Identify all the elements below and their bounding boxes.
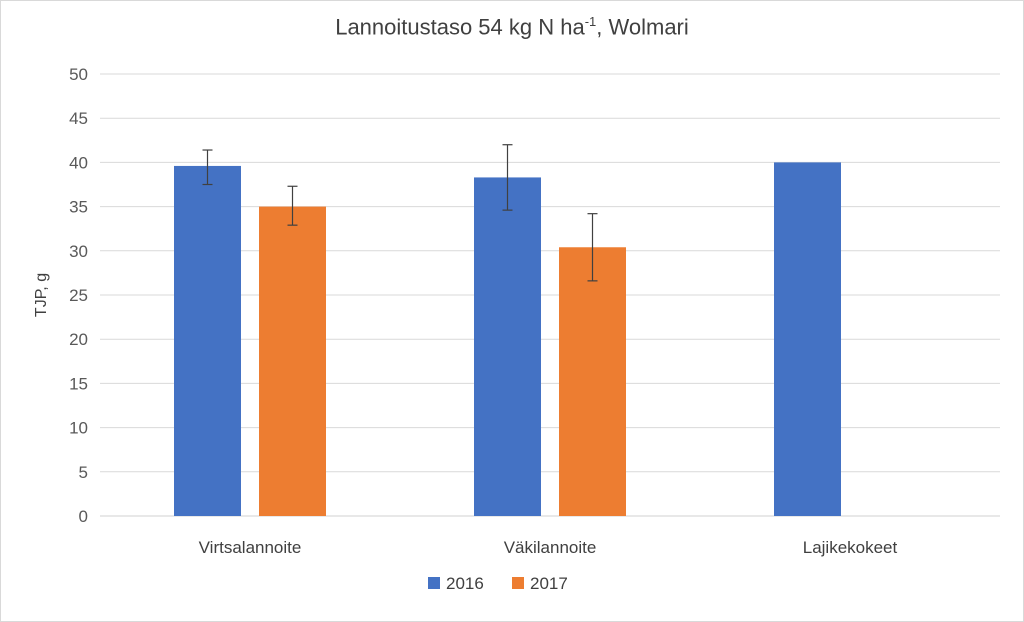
bar-2016 bbox=[174, 165, 241, 516]
y-tick-label: 35 bbox=[69, 198, 88, 217]
error-bar-2017 bbox=[587, 213, 598, 282]
legend-item-2016: 2016 bbox=[428, 574, 484, 593]
chart-title: Lannoitustaso 54 kg N ha-1, Wolmari bbox=[0, 14, 1024, 40]
y-tick-label: 50 bbox=[69, 65, 88, 84]
y-tick-label: 20 bbox=[69, 330, 88, 349]
bars bbox=[174, 162, 841, 517]
bar-2017 bbox=[559, 247, 626, 516]
chart-title-main: Lannoitustaso 54 kg N ha bbox=[335, 14, 585, 40]
y-tick-label: 15 bbox=[69, 374, 88, 393]
x-category-label: Väkilannoite bbox=[504, 538, 597, 557]
legend-label: 2017 bbox=[530, 574, 568, 593]
y-tick-label: 40 bbox=[69, 153, 88, 172]
y-tick-label: 10 bbox=[69, 419, 88, 438]
y-tick-label: 5 bbox=[79, 463, 88, 482]
y-tick-label: 25 bbox=[69, 286, 88, 305]
bar-2017 bbox=[259, 206, 326, 516]
y-axis-ticks: 0 5 10 15 20 25 30 35 40 45 50 bbox=[69, 65, 88, 526]
y-tick-label: 45 bbox=[69, 109, 88, 128]
chart-title-suffix: , Wolmari bbox=[596, 14, 689, 40]
legend-item-2017: 2017 bbox=[512, 574, 568, 593]
legend-label: 2016 bbox=[446, 574, 484, 593]
x-axis-categories: Virtsalannoite Väkilannoite Lajikekokeet bbox=[199, 538, 898, 557]
x-category-label: Lajikekokeet bbox=[803, 538, 898, 557]
x-category-label: Virtsalannoite bbox=[199, 538, 302, 557]
bar-2016 bbox=[474, 177, 541, 517]
legend-swatch bbox=[512, 577, 524, 589]
error-bar-2016 bbox=[502, 144, 513, 211]
y-tick-label: 30 bbox=[69, 242, 88, 261]
chart-title-superscript: -1 bbox=[584, 14, 597, 29]
gridlines bbox=[100, 73, 1000, 517]
bar-2016 bbox=[774, 162, 841, 516]
y-tick-label: 0 bbox=[79, 507, 88, 526]
error-bar-2017 bbox=[287, 185, 298, 226]
error-bar-2016 bbox=[202, 149, 213, 186]
error-bars bbox=[202, 144, 598, 282]
legend: 2016 2017 bbox=[428, 574, 568, 593]
legend-swatch bbox=[428, 577, 440, 589]
y-axis-title: TJP, g bbox=[33, 273, 50, 317]
